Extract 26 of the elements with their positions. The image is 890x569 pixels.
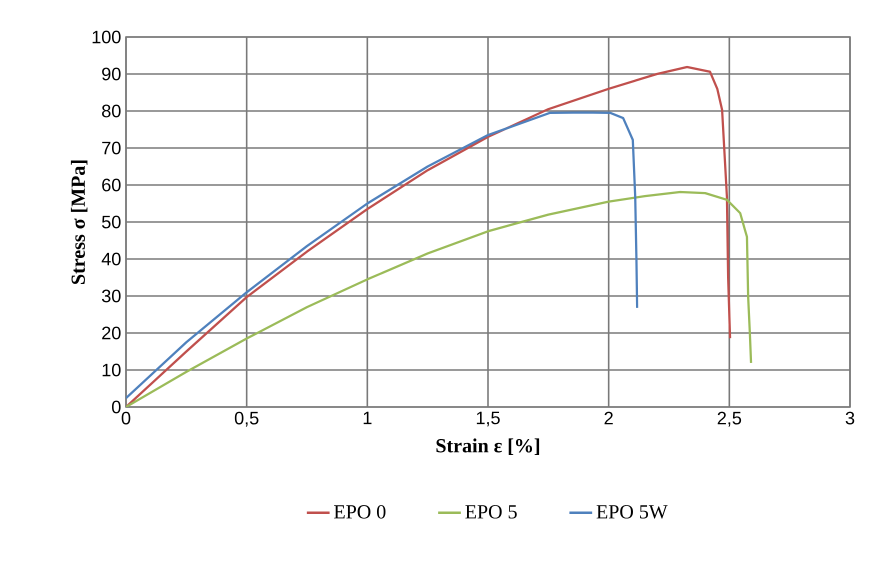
x-tick-label: 2 — [604, 412, 613, 424]
y-tick-label: 70 — [102, 142, 121, 154]
y-tick-label: 50 — [102, 216, 121, 228]
x-tick-label: 0,5 — [234, 412, 258, 427]
x-tick-label: 2,5 — [718, 412, 742, 427]
x-tick-label: 1 — [364, 412, 372, 424]
x-tick-label: 3 — [846, 412, 854, 424]
y-tick-label: 80 — [102, 104, 121, 118]
line-series — [126, 111, 638, 400]
legend-label: EPO 5W — [596, 505, 668, 519]
y-tick-label: 30 — [102, 290, 121, 302]
x-tick-label: 0 — [122, 412, 130, 424]
y-tick-label: 20 — [102, 326, 121, 340]
y-tick-label: 60 — [102, 178, 121, 192]
y-tick-label: 0 — [112, 400, 121, 414]
legend-label: EPO 5 — [465, 505, 517, 519]
line-series — [126, 190, 752, 407]
x-axis-title: Strain ε [%] — [436, 438, 540, 455]
y-tick-label: 10 — [102, 364, 121, 376]
y-tick-label: 90 — [102, 68, 121, 80]
legend-label: EPO 0 — [334, 505, 386, 519]
x-tick-label: 1,5 — [476, 412, 500, 426]
y-axis-title: Stress σ [MPa] — [70, 160, 88, 284]
y-tick-label: 100 — [92, 30, 121, 44]
y-tick-label: 40 — [102, 252, 121, 266]
line-series — [126, 66, 732, 407]
